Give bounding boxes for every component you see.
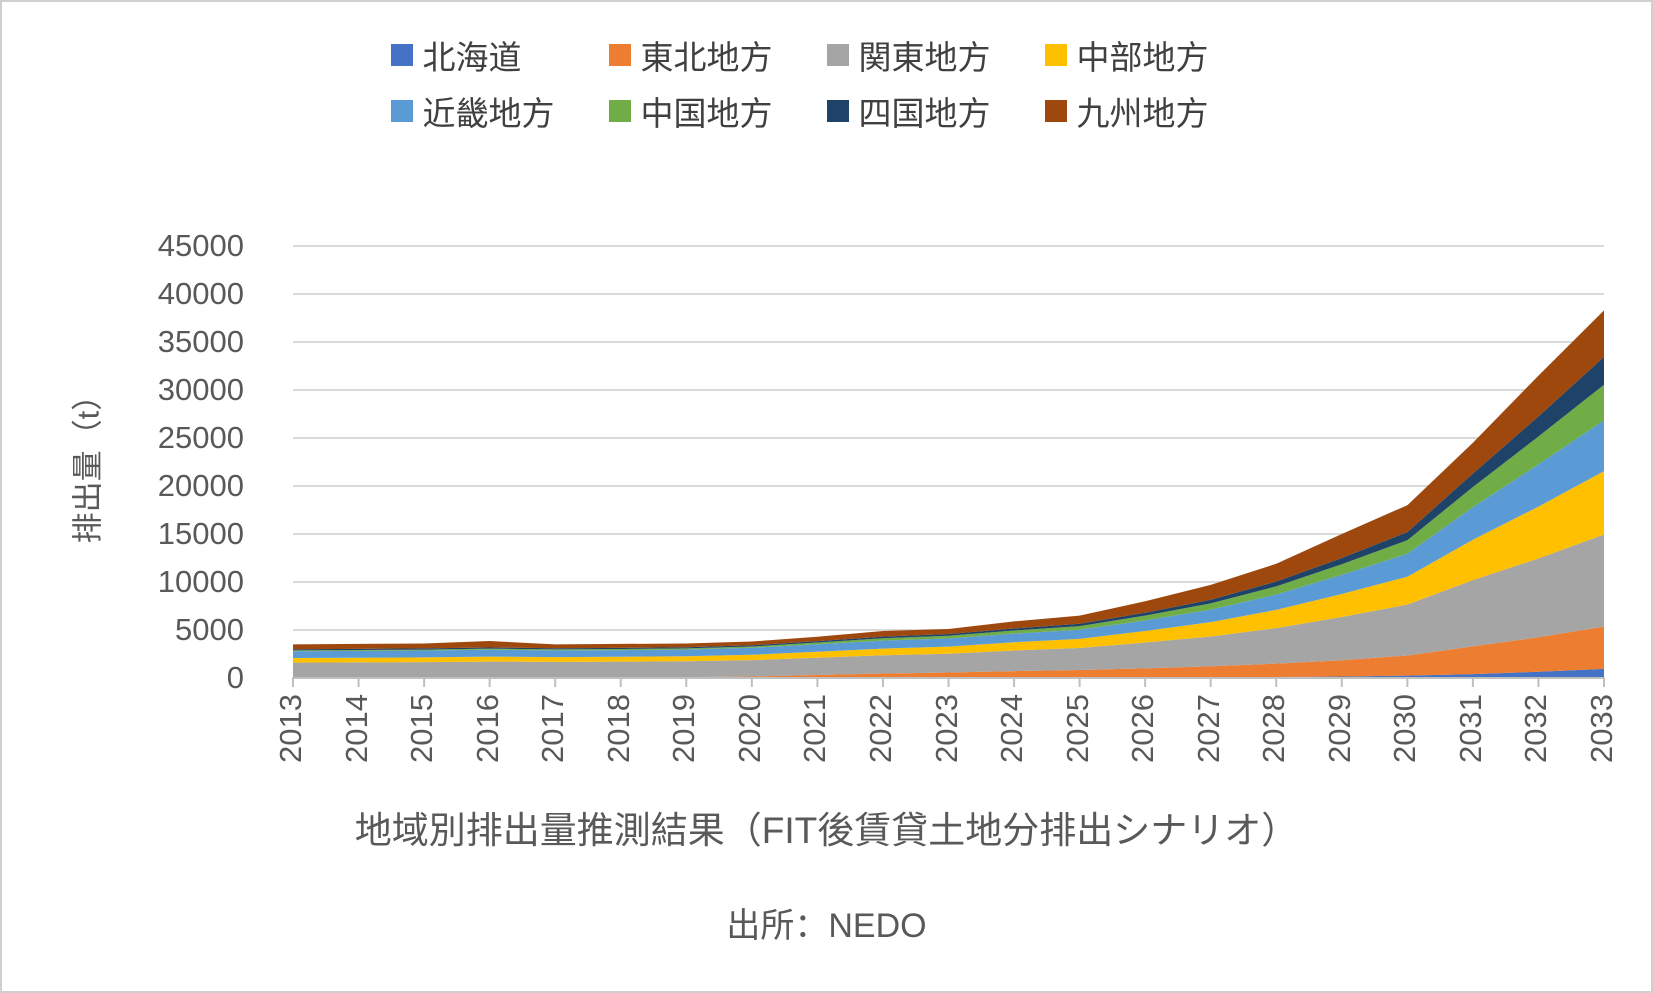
x-tick-label: 2015 bbox=[404, 694, 440, 763]
x-tick-label: 2024 bbox=[994, 694, 1030, 763]
legend-label: 中国地方 bbox=[640, 95, 773, 132]
x-tick-label: 2033 bbox=[1584, 694, 1619, 763]
x-tick-label: 2027 bbox=[1190, 694, 1226, 763]
legend-label: 四国地方 bbox=[858, 95, 991, 132]
x-tick-label: 2013 bbox=[273, 694, 308, 763]
x-tick-label: 2016 bbox=[469, 694, 505, 763]
legend-item: 九州地方 bbox=[1044, 88, 1263, 134]
legend-item: 中部地方 bbox=[1044, 32, 1263, 78]
y-tick-label: 20000 bbox=[157, 468, 244, 503]
x-tick-label: 2028 bbox=[1256, 694, 1292, 763]
y-tick-label: 30000 bbox=[157, 372, 244, 407]
legend-label: 近畿地方 bbox=[422, 95, 555, 132]
x-tick-label: 2022 bbox=[862, 694, 898, 763]
legend-swatch-shikoku bbox=[826, 100, 849, 122]
x-tick-label: 2014 bbox=[338, 694, 374, 763]
y-tick-label: 5000 bbox=[175, 612, 244, 647]
y-tick-label: 15000 bbox=[157, 516, 244, 551]
legend-swatch-kanto bbox=[826, 44, 849, 66]
x-tick-label: 2026 bbox=[1125, 694, 1161, 763]
x-tick-label: 2029 bbox=[1321, 694, 1357, 763]
x-tick-label: 2031 bbox=[1452, 694, 1488, 763]
x-tick-label: 2017 bbox=[535, 694, 571, 763]
x-tick-label: 2021 bbox=[797, 694, 833, 763]
x-tick-label: 2030 bbox=[1387, 694, 1423, 763]
legend-item: 東北地方 bbox=[608, 32, 827, 78]
legend-swatch-hokkaido bbox=[390, 44, 413, 66]
legend-item: 近畿地方 bbox=[390, 88, 609, 134]
y-tick-label: 10000 bbox=[157, 564, 244, 599]
legend-item: 中国地方 bbox=[608, 88, 827, 134]
legend-label: 東北地方 bbox=[640, 39, 773, 76]
x-tick-label: 2020 bbox=[731, 694, 767, 763]
y-tick-label: 45000 bbox=[157, 228, 244, 263]
legend-swatch-kinki bbox=[390, 100, 413, 122]
legend-label: 九州地方 bbox=[1076, 95, 1209, 132]
legend-label: 中部地方 bbox=[1076, 39, 1209, 76]
y-tick-label: 35000 bbox=[157, 324, 244, 359]
y-tick-label: 0 bbox=[226, 660, 244, 695]
x-tick-label: 2018 bbox=[600, 694, 636, 763]
x-tick-label: 2019 bbox=[666, 694, 702, 763]
legend-item: 北海道 bbox=[390, 32, 609, 78]
legend-item: 関東地方 bbox=[826, 32, 1045, 78]
chart-source: 出所：NEDO bbox=[726, 907, 927, 945]
y-tick-label: 25000 bbox=[157, 420, 244, 455]
legend-item: 四国地方 bbox=[826, 88, 1045, 134]
legend-label: 関東地方 bbox=[858, 39, 991, 76]
legend: 北海道 東北地方 関東地方 中部地方 近畿地方 中国地方 四国地方 九州地方 bbox=[390, 32, 1263, 134]
chart-title: 地域別排出量推測結果（FIT後賃貸土地分排出シナリオ） bbox=[354, 810, 1299, 851]
legend-label: 北海道 bbox=[422, 39, 522, 76]
y-tick-label: 40000 bbox=[157, 276, 244, 311]
legend-swatch-tohoku bbox=[608, 44, 631, 66]
x-tick-label: 2023 bbox=[928, 694, 964, 763]
x-tick-label: 2032 bbox=[1518, 694, 1554, 763]
legend-swatch-kyushu bbox=[1044, 100, 1067, 122]
legend-swatch-chugoku bbox=[608, 100, 631, 122]
x-tick-label: 2025 bbox=[1059, 694, 1095, 763]
legend-swatch-chubu bbox=[1044, 44, 1067, 66]
